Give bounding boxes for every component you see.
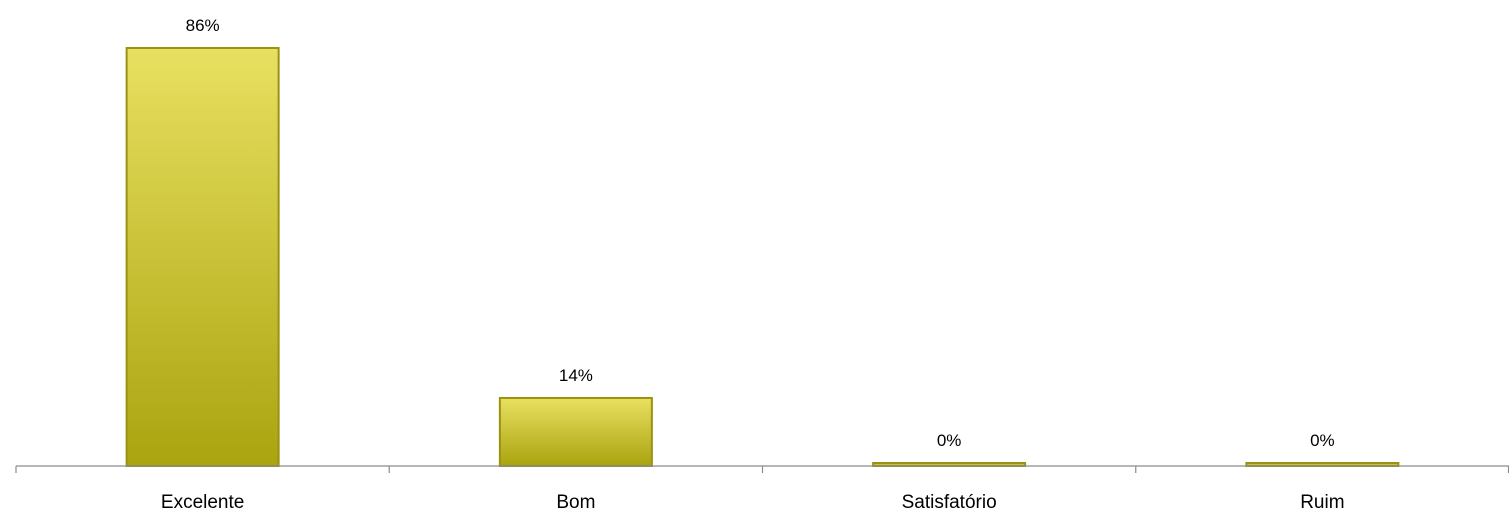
data-label-excelente: 86%: [186, 16, 220, 35]
labels-layer: 86% Excelente 14% Bom 0% Satisfatório 0% Ruim: [161, 16, 1345, 513]
category-label-satisfatorio: Satisfatório: [902, 492, 997, 513]
category-label-excelente: Excelente: [161, 492, 244, 513]
data-label-bom: 14%: [559, 366, 593, 385]
bar-bom: [498, 396, 653, 467]
x-axis: [15, 465, 1509, 473]
category-label-ruim: Ruim: [1300, 492, 1344, 513]
data-label-ruim: 0%: [1310, 431, 1335, 450]
category-label-bom: Bom: [556, 492, 595, 513]
bars-layer: [125, 47, 1400, 467]
bar-excelente: [125, 47, 280, 467]
data-label-satisfatorio: 0%: [937, 431, 962, 450]
